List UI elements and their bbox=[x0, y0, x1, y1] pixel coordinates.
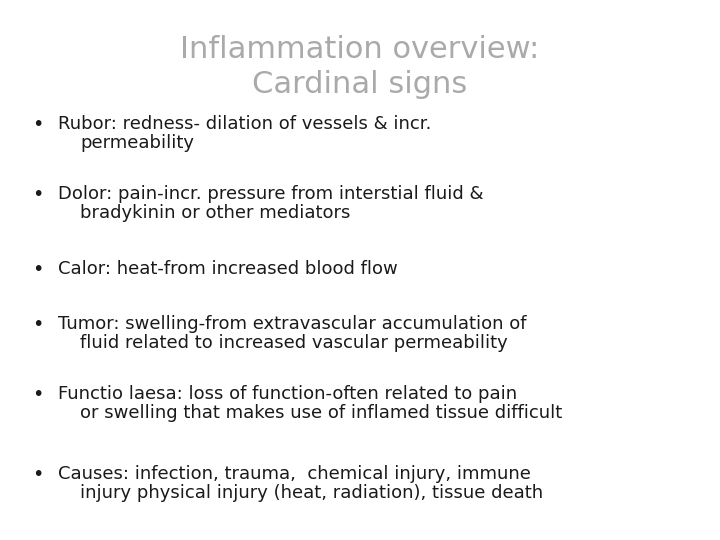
Text: Inflammation overview:: Inflammation overview: bbox=[181, 35, 539, 64]
Text: •: • bbox=[32, 115, 44, 134]
Text: Causes: infection, trauma,  chemical injury, immune: Causes: infection, trauma, chemical inju… bbox=[58, 465, 531, 483]
Text: fluid related to increased vascular permeability: fluid related to increased vascular perm… bbox=[80, 334, 508, 352]
Text: •: • bbox=[32, 315, 44, 334]
Text: Dolor: pain-incr. pressure from interstial fluid &: Dolor: pain-incr. pressure from intersti… bbox=[58, 185, 484, 203]
Text: •: • bbox=[32, 185, 44, 204]
Text: •: • bbox=[32, 260, 44, 279]
Text: Cardinal signs: Cardinal signs bbox=[253, 70, 467, 99]
Text: Rubor: redness- dilation of vessels & incr.: Rubor: redness- dilation of vessels & in… bbox=[58, 115, 431, 133]
Text: Functio laesa: loss of function-often related to pain: Functio laesa: loss of function-often re… bbox=[58, 385, 517, 403]
Text: or swelling that makes use of inflamed tissue difficult: or swelling that makes use of inflamed t… bbox=[80, 404, 562, 422]
Text: bradykinin or other mediators: bradykinin or other mediators bbox=[80, 204, 351, 222]
Text: •: • bbox=[32, 385, 44, 404]
Text: •: • bbox=[32, 465, 44, 484]
Text: permeability: permeability bbox=[80, 134, 194, 152]
Text: Calor: heat-from increased blood flow: Calor: heat-from increased blood flow bbox=[58, 260, 397, 278]
Text: injury physical injury (heat, radiation), tissue death: injury physical injury (heat, radiation)… bbox=[80, 484, 543, 502]
Text: Tumor: swelling-from extravascular accumulation of: Tumor: swelling-from extravascular accum… bbox=[58, 315, 526, 333]
